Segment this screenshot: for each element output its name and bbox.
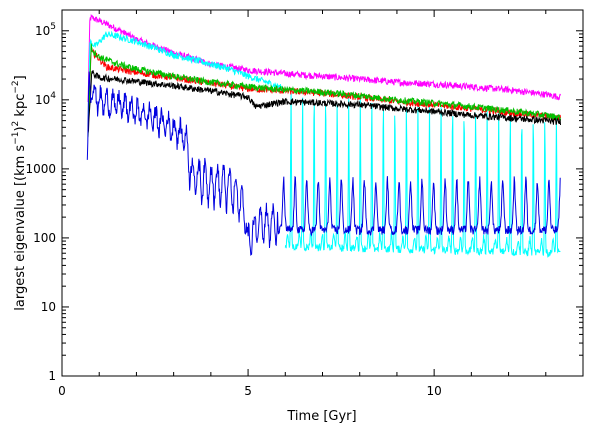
y-axis-label-exp3: −2 [11,80,21,93]
x-tick-label: 5 [244,384,252,398]
series-layer [86,13,561,258]
y-tick-label: 100 [33,231,56,245]
series-line-0 [87,13,561,103]
y-tick-label-base: 10 [35,93,50,107]
y-axis-label: largest eigenvalue [(km s−1)2 kpc−2] [11,75,28,310]
series-line-4 [87,43,561,137]
y-axis-label-mid2: kpc [13,94,28,121]
y-tick-label: 105 [35,22,56,38]
x-tick-label: 10 [427,384,442,398]
series-line-6 [86,71,561,256]
y-axis-label-end: ] [13,75,28,80]
y-tick-label-exp: 4 [50,91,56,101]
y-tick-label: 104 [35,91,56,107]
x-tick-label: 0 [58,384,66,398]
series-line-1 [87,30,282,138]
y-tick-label-base: 10 [35,24,50,38]
y-axis-label-mid1: ) [13,126,28,131]
y-tick-label: 10 [41,300,56,314]
y-axis-label-base: largest eigenvalue [(km s [13,145,28,311]
y-axis-label-exp1: −1 [11,132,21,145]
series-line-2 [284,87,561,258]
y-tick-label: 1 [48,369,56,383]
y-tick-label-exp: 5 [50,22,56,32]
plot-frame [61,9,584,377]
x-axis-label: Time [Gyr] [286,409,356,424]
series-line-5 [87,70,561,134]
y-tick-label: 1000 [25,162,56,176]
y-axis-label-exp2: 2 [11,121,21,127]
